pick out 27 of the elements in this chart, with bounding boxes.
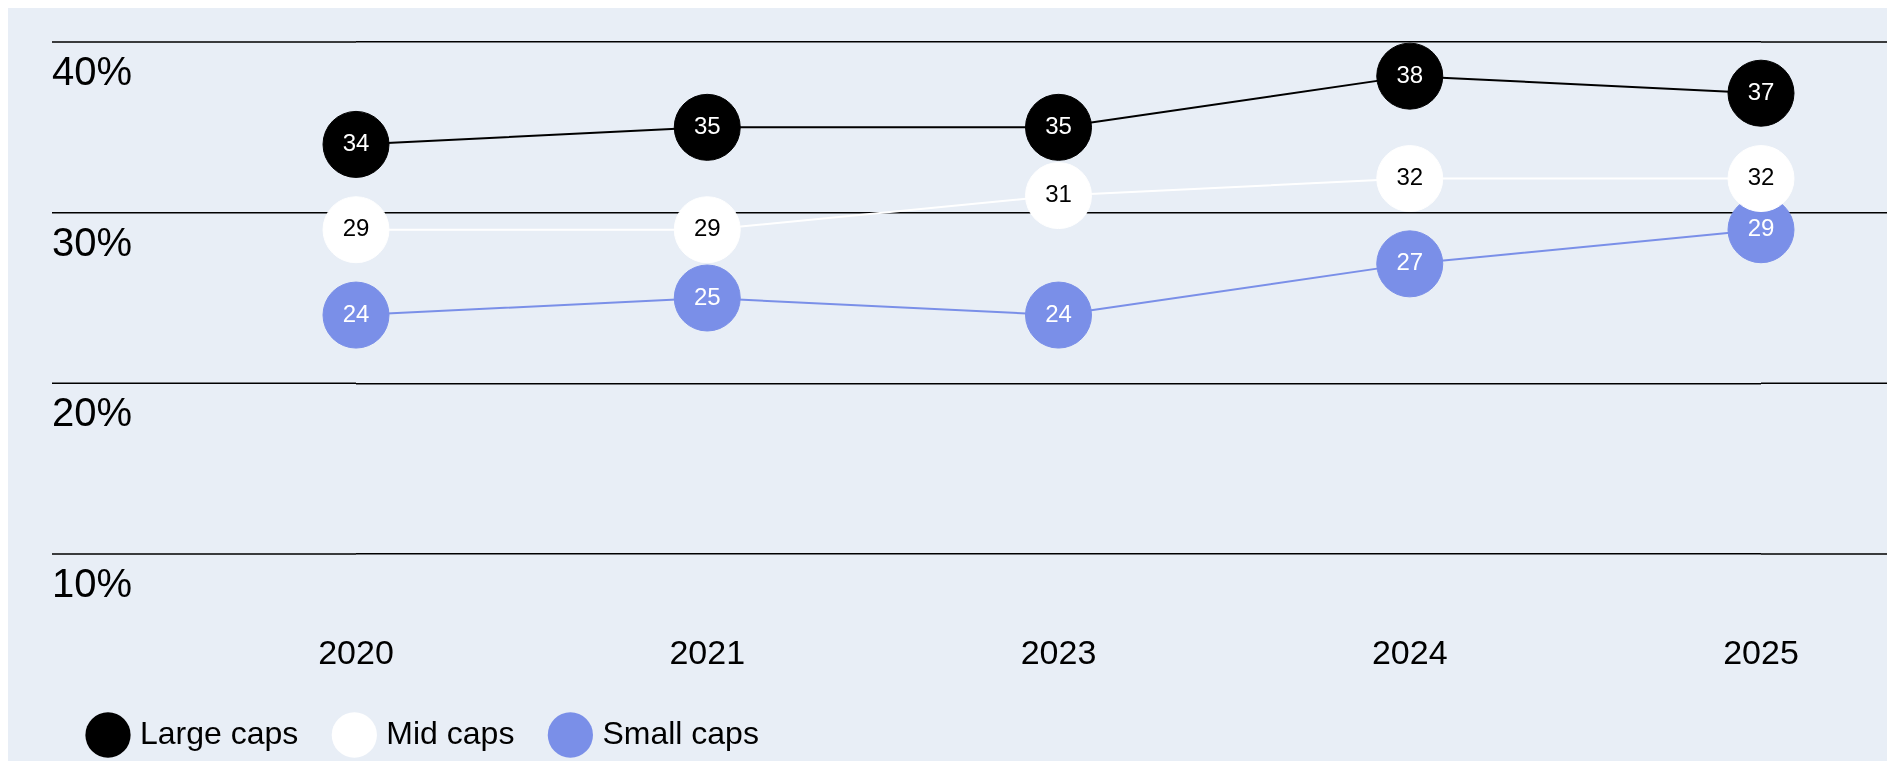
x-tick-label: 2020 [318, 632, 394, 671]
legend-label: Mid caps [386, 714, 515, 751]
data-label: 29 [1747, 214, 1775, 242]
data-label: 38 [1396, 60, 1424, 88]
x-tick-label: 2023 [1020, 632, 1097, 671]
y-tick-label: 40% [52, 49, 133, 94]
x-tick-label: 2025 [1723, 632, 1799, 671]
data-label: 35 [1045, 111, 1072, 139]
y-tick-label: 20% [52, 390, 133, 435]
data-label: 34 [342, 129, 370, 157]
data-label: 35 [693, 111, 721, 139]
x-tick-label: 2021 [669, 632, 746, 671]
data-label: 24 [342, 299, 370, 327]
data-label: 37 [1747, 77, 1775, 105]
data-label: 29 [342, 214, 370, 242]
legend-label: Small caps [602, 714, 759, 751]
data-label: 24 [1045, 299, 1072, 327]
legend-label: Large caps [140, 714, 299, 751]
y-tick-label: 10% [52, 561, 133, 606]
data-label: 25 [693, 282, 721, 310]
data-label: 32 [1747, 163, 1775, 191]
x-tick-label: 2024 [1371, 632, 1448, 671]
data-label: 32 [1396, 163, 1424, 191]
data-label: 27 [1396, 248, 1424, 276]
data-label: 29 [693, 214, 721, 242]
y-tick-label: 30% [52, 219, 133, 264]
data-label: 31 [1045, 180, 1072, 208]
